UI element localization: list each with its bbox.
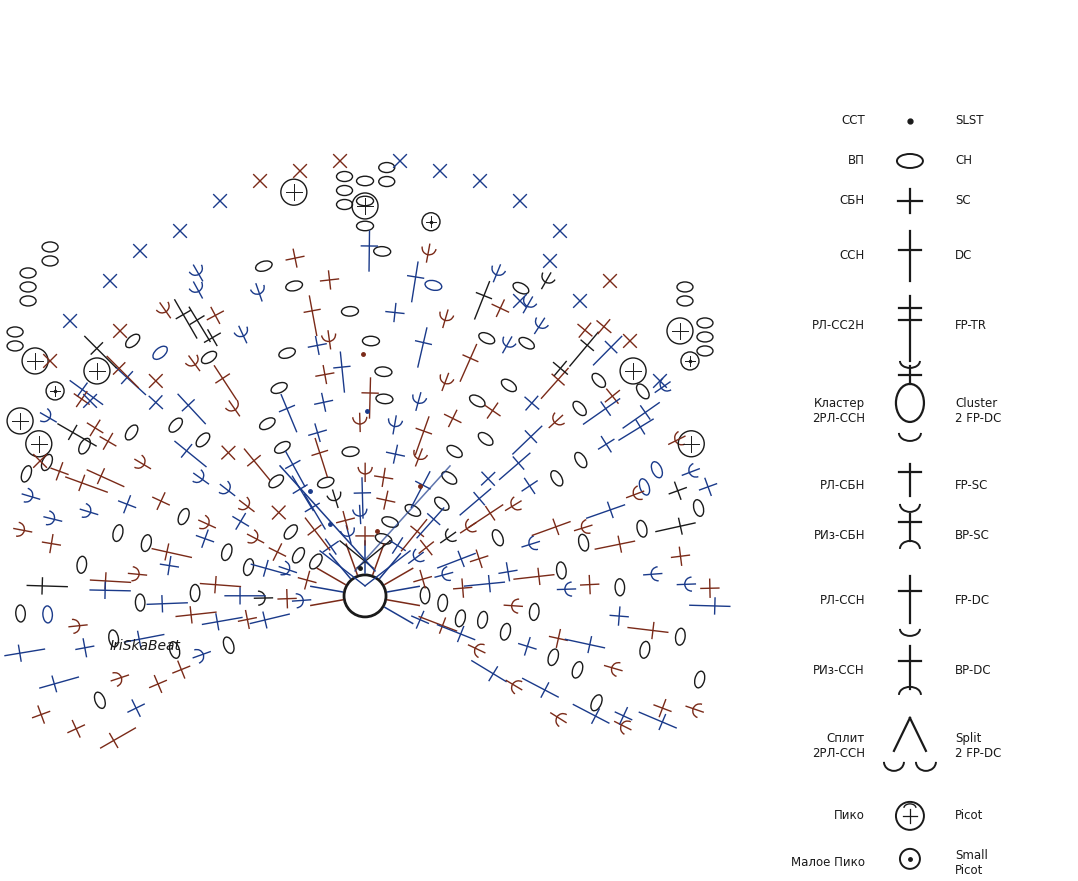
Text: Малое Пико: Малое Пико	[791, 856, 865, 870]
Text: CH: CH	[955, 154, 972, 167]
Text: FP-TR: FP-TR	[955, 320, 987, 332]
Text: РЛ-ССН: РЛ-ССН	[819, 595, 865, 607]
Text: СБН: СБН	[840, 195, 865, 207]
Text: Picot: Picot	[955, 810, 983, 822]
Text: IriSkaBeat: IriSkaBeat	[110, 639, 181, 653]
Text: Сплит
2РЛ-ССН: Сплит 2РЛ-ССН	[812, 732, 865, 760]
Text: ССН: ССН	[840, 249, 865, 263]
Text: BP-SC: BP-SC	[955, 529, 990, 543]
Text: DC: DC	[955, 249, 972, 263]
Text: ССТ: ССТ	[841, 115, 865, 128]
Text: РИз-ССН: РИз-ССН	[813, 664, 865, 677]
Text: РЛ-СБН: РЛ-СБН	[819, 479, 865, 492]
Text: Small
Picot: Small Picot	[955, 849, 987, 877]
Text: SLST: SLST	[955, 115, 983, 128]
Text: Пико: Пико	[834, 810, 865, 822]
Text: FP-SC: FP-SC	[955, 479, 989, 492]
Text: Split
2 FP-DC: Split 2 FP-DC	[955, 732, 1001, 760]
Text: РЛ-СС2Н: РЛ-СС2Н	[812, 320, 865, 332]
Text: BP-DC: BP-DC	[955, 664, 992, 677]
Text: РИз-СБН: РИз-СБН	[814, 529, 865, 543]
Text: FP-DC: FP-DC	[955, 595, 990, 607]
Text: Cluster
2 FP-DC: Cluster 2 FP-DC	[955, 397, 1001, 425]
Text: SC: SC	[955, 195, 970, 207]
Text: Кластер
2РЛ-ССН: Кластер 2РЛ-ССН	[812, 397, 865, 425]
Text: ВП: ВП	[848, 154, 865, 167]
